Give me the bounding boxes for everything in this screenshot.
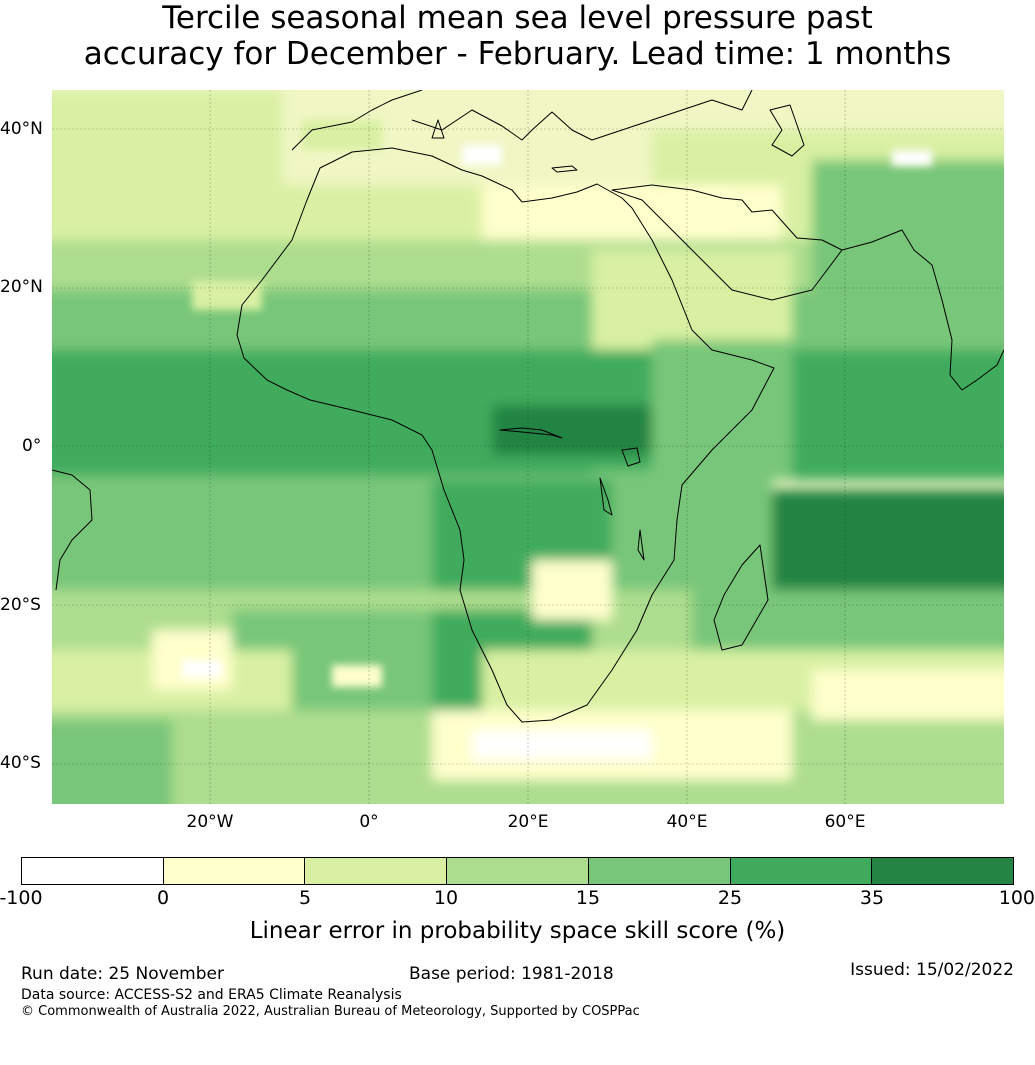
lon-label-40e: 40°E: [666, 812, 708, 832]
colorbar-tick: 25: [717, 887, 743, 909]
issued-date: Issued: 15/02/2022: [850, 960, 1014, 980]
lat-label-40s: 40°S: [0, 753, 41, 773]
lat-label-20n: 20°N: [0, 277, 43, 297]
lon-label-20e: 20°E: [507, 812, 549, 832]
base-period: Base period: 1981-2018: [409, 964, 614, 984]
colorbar: [21, 857, 1014, 885]
colorbar-segment: [588, 858, 731, 884]
title-line-1: Tercile seasonal mean sea level pressure…: [162, 0, 873, 36]
colorbar-segment: [447, 858, 589, 884]
lon-label-60e: 60°E: [824, 812, 866, 832]
copyright: © Commonwealth of Australia 2022, Austra…: [21, 1004, 640, 1019]
lat-label-0: 0°: [22, 436, 42, 456]
colorbar-segment: [730, 858, 873, 884]
title-line-2: accuracy for December - February. Lead t…: [83, 36, 952, 72]
lat-label-40n: 40°N: [0, 119, 43, 139]
skill-map: [52, 90, 1004, 804]
run-date: Run date: 25 November: [21, 964, 224, 984]
lon-label-0: 0°: [359, 812, 379, 832]
colorbar-tick: 5: [298, 887, 312, 909]
coastlines: [52, 90, 1004, 723]
skill-field: [52, 90, 1004, 804]
data-source: Data source: ACCESS-S2 and ERA5 Climate …: [21, 987, 402, 1003]
colorbar-tick: -100: [0, 887, 43, 909]
lon-label-20w: 20°W: [186, 812, 234, 832]
colorbar-tick: 100: [998, 887, 1035, 909]
colorbar-tick: 0: [156, 887, 170, 909]
colorbar-segment: [305, 858, 448, 884]
colorbar-segment: [872, 858, 1014, 884]
colorbar-tick: 10: [433, 887, 459, 909]
colorbar-segment: [22, 858, 164, 884]
colorbar-segment: [163, 858, 306, 884]
graticule: [52, 90, 1004, 804]
lat-label-20s: 20°S: [0, 595, 41, 615]
colorbar-label: Linear error in probability space skill …: [249, 918, 786, 944]
chart-title: Tercile seasonal mean sea level pressure…: [0, 0, 1035, 72]
skill-speckles: [182, 120, 932, 687]
map-svg: [52, 90, 1004, 804]
colorbar-tick: 15: [575, 887, 601, 909]
colorbar-tick: 35: [859, 887, 885, 909]
